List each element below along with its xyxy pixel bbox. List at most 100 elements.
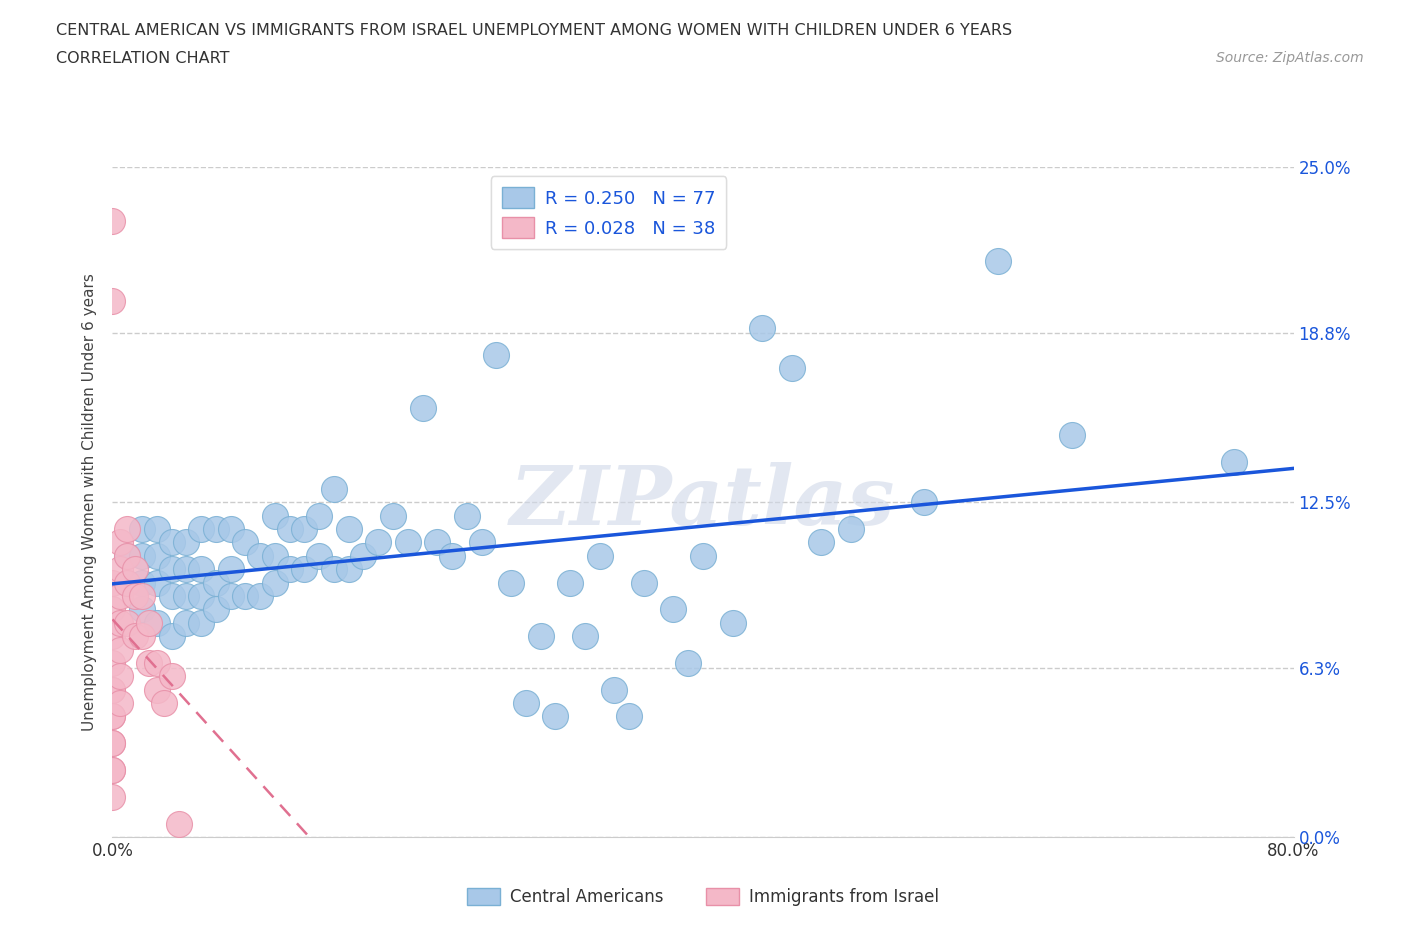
Point: [441, 549, 464, 564]
Point: [987, 254, 1010, 269]
Point: [382, 508, 405, 523]
Point: [160, 535, 183, 550]
Point: [174, 616, 197, 631]
Point: [101, 294, 124, 309]
Point: [558, 575, 582, 590]
Y-axis label: Unemployment Among Women with Children Under 6 years: Unemployment Among Women with Children U…: [82, 273, 97, 731]
Point: [219, 589, 242, 604]
Point: [574, 629, 596, 644]
Text: ZIPatlas: ZIPatlas: [510, 462, 896, 542]
Point: [108, 669, 131, 684]
Point: [101, 683, 124, 698]
Point: [101, 683, 124, 698]
Point: [470, 535, 494, 550]
Point: [146, 549, 169, 564]
Legend: Central Americans, Immigrants from Israel: Central Americans, Immigrants from Israe…: [460, 881, 946, 912]
Point: [146, 616, 169, 631]
Point: [810, 535, 832, 550]
Point: [1223, 455, 1246, 470]
Point: [108, 696, 131, 711]
Point: [721, 616, 744, 631]
Point: [308, 508, 330, 523]
Point: [352, 549, 374, 564]
Point: [501, 575, 523, 590]
Point: [205, 602, 228, 617]
Point: [485, 348, 508, 363]
Point: [839, 522, 862, 537]
Text: CORRELATION CHART: CORRELATION CHART: [56, 51, 229, 66]
Point: [138, 616, 160, 631]
Point: [101, 602, 124, 617]
Point: [117, 549, 138, 564]
Point: [323, 562, 346, 577]
Point: [367, 535, 389, 550]
Point: [117, 522, 138, 537]
Point: [603, 683, 626, 698]
Point: [124, 562, 146, 577]
Point: [249, 549, 271, 564]
Point: [337, 562, 360, 577]
Text: CENTRAL AMERICAN VS IMMIGRANTS FROM ISRAEL UNEMPLOYMENT AMONG WOMEN WITH CHILDRE: CENTRAL AMERICAN VS IMMIGRANTS FROM ISRA…: [56, 23, 1012, 38]
Point: [101, 656, 124, 671]
Point: [233, 589, 256, 604]
Point: [278, 522, 301, 537]
Legend: R = 0.250   N = 77, R = 0.028   N = 38: R = 0.250 N = 77, R = 0.028 N = 38: [491, 177, 727, 249]
Point: [190, 589, 212, 604]
Point: [101, 736, 124, 751]
Point: [131, 549, 153, 564]
Point: [108, 616, 131, 631]
Point: [692, 549, 714, 564]
Point: [101, 214, 124, 229]
Point: [160, 669, 183, 684]
Point: [160, 589, 183, 604]
Point: [264, 549, 287, 564]
Point: [101, 709, 124, 724]
Point: [131, 589, 153, 604]
Point: [529, 629, 551, 644]
Point: [131, 575, 153, 590]
Point: [515, 696, 537, 711]
Point: [167, 817, 190, 831]
Text: Source: ZipAtlas.com: Source: ZipAtlas.com: [1216, 51, 1364, 65]
Point: [249, 589, 271, 604]
Point: [131, 602, 153, 617]
Point: [292, 562, 315, 577]
Point: [138, 656, 160, 671]
Point: [117, 549, 138, 564]
Point: [146, 575, 169, 590]
Point: [153, 696, 176, 711]
Point: [124, 589, 146, 604]
Point: [160, 562, 183, 577]
Point: [101, 790, 124, 804]
Point: [396, 535, 419, 550]
Point: [146, 656, 169, 671]
Point: [146, 683, 169, 698]
Point: [146, 522, 169, 537]
Point: [190, 562, 212, 577]
Point: [411, 401, 433, 416]
Point: [174, 589, 197, 604]
Point: [160, 629, 183, 644]
Point: [101, 629, 124, 644]
Point: [131, 522, 153, 537]
Point: [678, 656, 700, 671]
Point: [633, 575, 655, 590]
Point: [101, 575, 124, 590]
Point: [101, 763, 124, 777]
Point: [117, 616, 138, 631]
Point: [751, 321, 773, 336]
Point: [233, 535, 256, 550]
Point: [219, 522, 242, 537]
Point: [108, 589, 131, 604]
Point: [205, 575, 228, 590]
Point: [323, 482, 346, 497]
Point: [131, 629, 153, 644]
Point: [108, 562, 131, 577]
Point: [662, 602, 685, 617]
Point: [1062, 428, 1084, 443]
Point: [101, 763, 124, 777]
Point: [117, 575, 138, 590]
Point: [264, 575, 287, 590]
Point: [914, 495, 936, 510]
Point: [278, 562, 301, 577]
